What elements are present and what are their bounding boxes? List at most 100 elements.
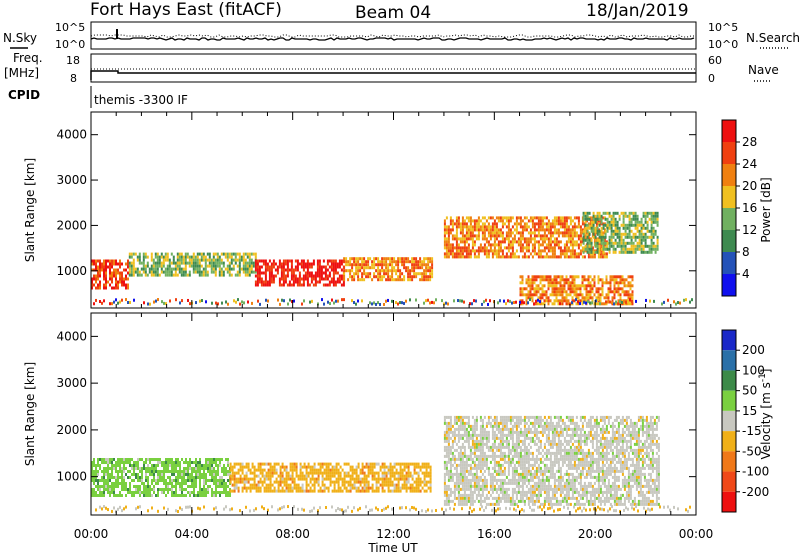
echo-cell — [213, 470, 215, 473]
echo-cell — [492, 455, 494, 458]
echo-cell — [558, 281, 560, 284]
echo-cell — [177, 268, 179, 271]
echo-cell — [264, 463, 266, 466]
echo-cell — [197, 476, 199, 479]
echo-cell — [367, 272, 369, 275]
echo-cell — [364, 487, 366, 490]
echo-cell — [205, 464, 207, 467]
echo-cell — [470, 479, 472, 482]
echo-cell — [129, 271, 131, 274]
echo-cell — [562, 234, 564, 237]
echo-cell — [307, 275, 309, 278]
echo-cell — [651, 236, 653, 239]
echo-cell — [593, 212, 595, 215]
echo-cell — [582, 296, 584, 299]
echo-cell — [418, 487, 420, 490]
echo-cell — [554, 231, 556, 234]
echo-cell — [488, 437, 490, 440]
echo-cell — [588, 278, 590, 281]
echo-cell — [387, 257, 389, 260]
echo-cell — [123, 467, 125, 470]
echo-cell — [412, 484, 414, 487]
echo-cell — [370, 469, 372, 472]
echo-cell — [544, 299, 546, 302]
echo-cell — [230, 469, 232, 472]
echo-cell — [564, 231, 566, 234]
echo-cell — [635, 218, 637, 221]
echo-cell — [476, 482, 478, 485]
echo-cell — [591, 227, 593, 230]
echo-cell — [470, 255, 472, 258]
echo-cell — [342, 469, 344, 472]
echo-cell — [119, 494, 121, 497]
echo-cell — [337, 281, 339, 284]
echo-cell — [163, 473, 165, 476]
echo-cell — [464, 485, 466, 488]
echo-cell — [494, 416, 496, 419]
echo-cell — [292, 490, 294, 493]
echo-cell — [514, 255, 516, 258]
echo-cell — [167, 458, 169, 461]
echo-cell — [193, 256, 195, 259]
echo-cell — [576, 243, 578, 246]
echo-cell — [251, 271, 253, 274]
echo-cell — [466, 455, 468, 458]
echo-cell — [153, 268, 155, 271]
echo-cell — [595, 221, 597, 224]
echo-cell — [492, 476, 494, 479]
echo-cell — [286, 469, 288, 472]
echo-cell — [265, 272, 267, 275]
echo-cell — [514, 234, 516, 237]
echo-cell — [544, 284, 546, 287]
beam-title: Beam 04 — [355, 3, 431, 23]
echo-cell — [269, 278, 271, 281]
echo-cell — [464, 491, 466, 494]
echo-cell — [615, 221, 617, 224]
echo-cell — [458, 458, 460, 461]
echo-cell — [584, 278, 586, 281]
echo-cell — [217, 259, 219, 262]
echo-cell — [115, 281, 117, 284]
echo-cell — [554, 278, 556, 281]
echo-cell — [446, 225, 448, 228]
ground-scatter-cell — [277, 299, 279, 302]
echo-cell — [508, 216, 510, 219]
echo-cell — [488, 234, 490, 237]
echo-cell — [548, 219, 550, 222]
echo-cell — [227, 259, 229, 262]
ground-scatter-cell — [353, 301, 355, 304]
echo-cell — [254, 484, 256, 487]
echo-cell — [430, 466, 432, 469]
echo-cell — [595, 227, 597, 230]
echo-cell — [241, 256, 243, 259]
echo-cell — [590, 284, 592, 287]
echo-cell — [528, 290, 530, 293]
echo-cell — [236, 487, 238, 490]
echo-cell — [474, 461, 476, 464]
echo-cell — [330, 478, 332, 481]
echo-cell — [310, 481, 312, 484]
echo-cell — [388, 484, 390, 487]
echo-cell — [247, 271, 249, 274]
echo-cell — [446, 473, 448, 476]
echo-cell — [594, 293, 596, 296]
echo-cell — [462, 476, 464, 479]
echo-cell — [193, 479, 195, 482]
echo-cell — [319, 263, 321, 266]
echo-cell — [193, 262, 195, 265]
echo-cell — [548, 287, 550, 290]
echo-cell — [482, 428, 484, 431]
echo-cell — [105, 467, 107, 470]
echo-cell — [498, 252, 500, 255]
echo-cell — [522, 225, 524, 228]
echo-cell — [462, 446, 464, 449]
nsky-tick-top: 10^5 — [55, 21, 85, 34]
echo-cell — [516, 216, 518, 219]
echo-cell — [498, 473, 500, 476]
ground-scatter-cell — [117, 302, 119, 305]
ground-scatter-cell — [175, 298, 177, 301]
echo-cell — [548, 302, 550, 305]
echo-cell — [167, 253, 169, 256]
echo-cell — [257, 284, 259, 287]
echo-cell — [139, 259, 141, 262]
